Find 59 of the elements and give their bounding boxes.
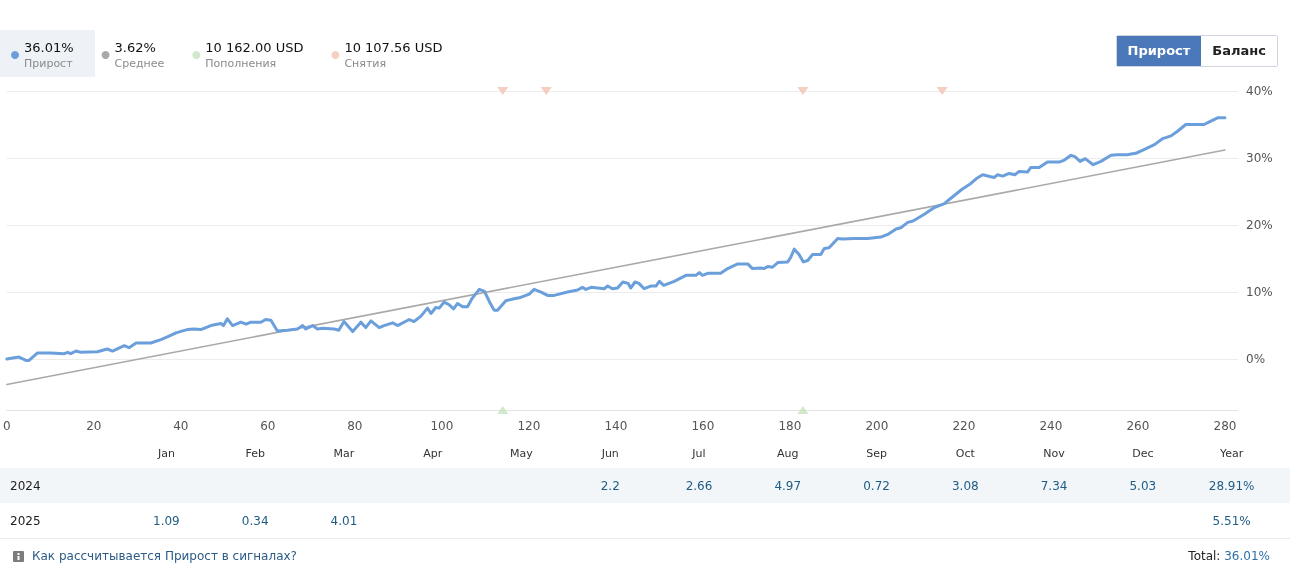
x-tick-label: 100 [430, 419, 454, 433]
x-tick-label: 0 [3, 419, 11, 433]
legend-label: Пополнения [205, 57, 277, 70]
x-tick-label: 280 [1213, 419, 1237, 433]
x-tick-label: Jul [691, 447, 706, 460]
data-label: 4.97 [774, 478, 802, 493]
y-tick-label: 2025 [10, 513, 41, 528]
x-tick-label: Jun [600, 447, 619, 460]
data-label: 2.2 [600, 478, 620, 493]
x-tick-label: 240 [1039, 419, 1063, 433]
x-tick-label: Feb [245, 447, 265, 460]
y-tick-label: 20% [1246, 218, 1273, 233]
x-tick-label: May [510, 447, 534, 460]
x-tick-label: Oct [955, 447, 976, 460]
y-tick-label: 30% [1246, 151, 1273, 166]
x-tick-label: 140 [604, 419, 628, 433]
text: 10 107.56 USD [344, 40, 443, 55]
y-tick-label: 40% [1246, 84, 1273, 98]
x-tick-label: Year [1218, 447, 1244, 460]
x-tick-label: Dec [1132, 447, 1154, 460]
text: Как рассчитывается Прирост в сигналах? [32, 549, 297, 563]
x-tick-label: 60 [260, 419, 276, 433]
x-tick-label: 80 [347, 419, 363, 433]
x-tick-label: Sep [866, 447, 887, 460]
data-label: 0.34 [241, 513, 269, 528]
x-tick-label: 20 [86, 419, 102, 433]
x-tick-label: 260 [1126, 419, 1150, 433]
x-tick-label: 200 [865, 419, 889, 433]
data-label: 2.66 [685, 478, 713, 493]
toggle-button: Прирост [1116, 36, 1202, 66]
data-label: 4.01 [330, 513, 358, 528]
text: 3.62% [114, 40, 156, 55]
data-label: 5.51% [1212, 513, 1251, 528]
data-label: 3.08 [951, 478, 979, 493]
legend-label: Среднее [114, 57, 165, 70]
legend-label: Прирост [24, 57, 74, 70]
x-tick-label: 160 [691, 419, 715, 433]
data-label: 28.91% [1208, 478, 1255, 493]
data-label: 5.03 [1129, 478, 1157, 493]
line-series [5, 116, 1227, 362]
x-tick-label: Mar [333, 447, 355, 460]
legend-label: Снятия [344, 57, 387, 70]
y-tick-label: 10% [1246, 285, 1273, 300]
data-label: 7.34 [1040, 478, 1068, 493]
x-tick-label: Apr [423, 447, 443, 460]
x-tick-label: 220 [952, 419, 976, 433]
x-tick-label: 120 [517, 419, 541, 433]
data-label: 0.72 [863, 478, 890, 493]
text: 10 162.00 USD [205, 40, 304, 55]
y-tick-label: 2024 [10, 478, 41, 493]
x-tick-label: Aug [777, 447, 799, 460]
text: Total: 36.01% [1188, 549, 1270, 563]
x-tick-label: Nov [1043, 447, 1066, 460]
x-tick-label: 180 [778, 419, 802, 433]
x-tick-label: Jan [156, 447, 175, 460]
text: 36.01% [24, 40, 74, 55]
x-tick-label: 40 [173, 419, 189, 433]
y-tick-label: 0% [1246, 352, 1266, 367]
data-label: 1.09 [153, 513, 180, 528]
